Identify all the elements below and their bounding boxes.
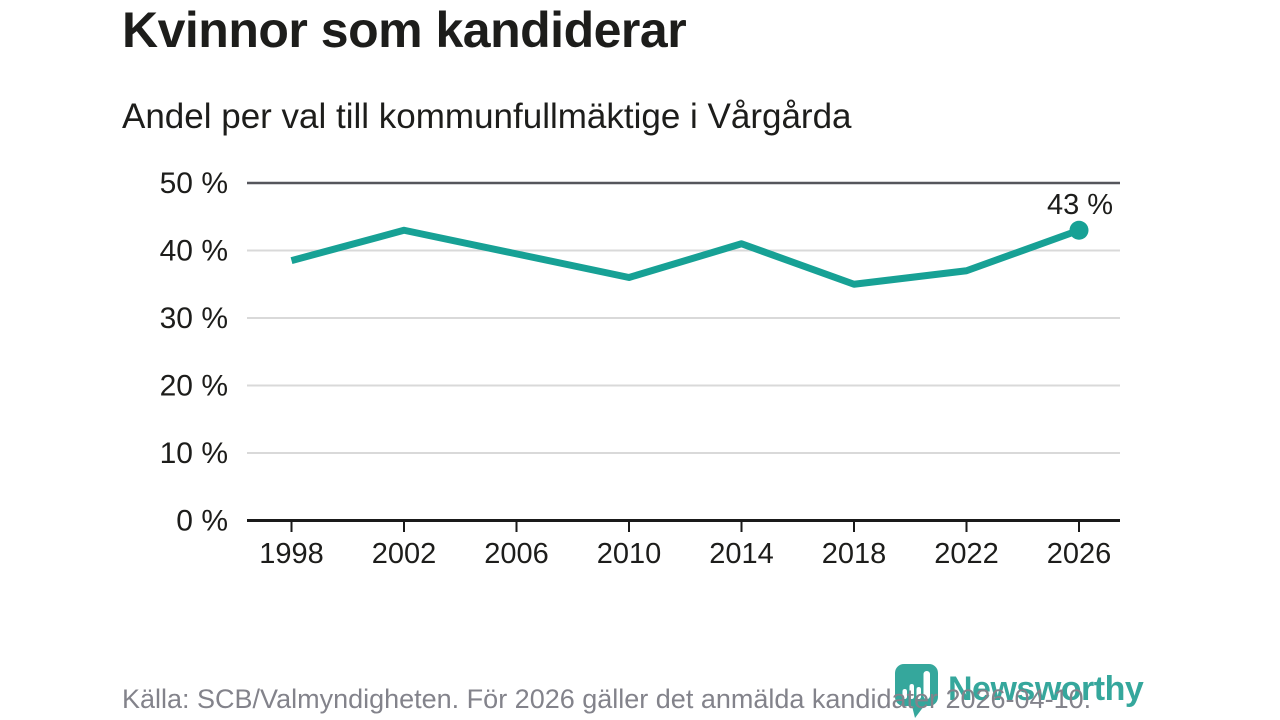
source-note: Källa: SCB/Valmyndigheten. För 2026 gäll… [122, 684, 1092, 714]
x-tick-label: 1998 [259, 538, 324, 570]
y-tick-label: 0 % [176, 505, 228, 538]
newsworthy-logo: Newsworthy [894, 663, 1144, 719]
x-tick-label: 2010 [597, 538, 662, 570]
x-tick-label: 2022 [934, 538, 999, 570]
chart-subtitle: Andel per val till kommunfullmäktige i V… [122, 97, 852, 136]
logo-wordmark: Newsworthy [948, 670, 1144, 708]
logo-bar-3 [916, 687, 921, 699]
x-tick-label: 2006 [484, 538, 549, 570]
y-tick-label: 10 % [160, 437, 228, 470]
x-tick-label: 2014 [709, 538, 774, 570]
data-line [290, 226, 1081, 288]
x-tick-label: 2018 [822, 538, 887, 570]
newsworthy-bubble-chart-icon [895, 664, 938, 718]
x-tick-label: 2026 [1047, 538, 1112, 570]
logo-bar-4 [923, 671, 930, 699]
y-tick-label: 40 % [160, 235, 228, 268]
end-point-marker [1069, 220, 1089, 240]
end-point-label: 43 % [1047, 189, 1113, 221]
y-tick-label: 30 % [160, 302, 228, 335]
chart-title: Kvinnor som kandiderar [122, 2, 687, 58]
y-tick-label: 20 % [160, 370, 228, 403]
logo-bar-2 [909, 684, 914, 699]
y-tick-label: 50 % [160, 167, 228, 200]
x-tick-label: 2002 [372, 538, 437, 570]
logo-bar-1 [902, 689, 907, 699]
